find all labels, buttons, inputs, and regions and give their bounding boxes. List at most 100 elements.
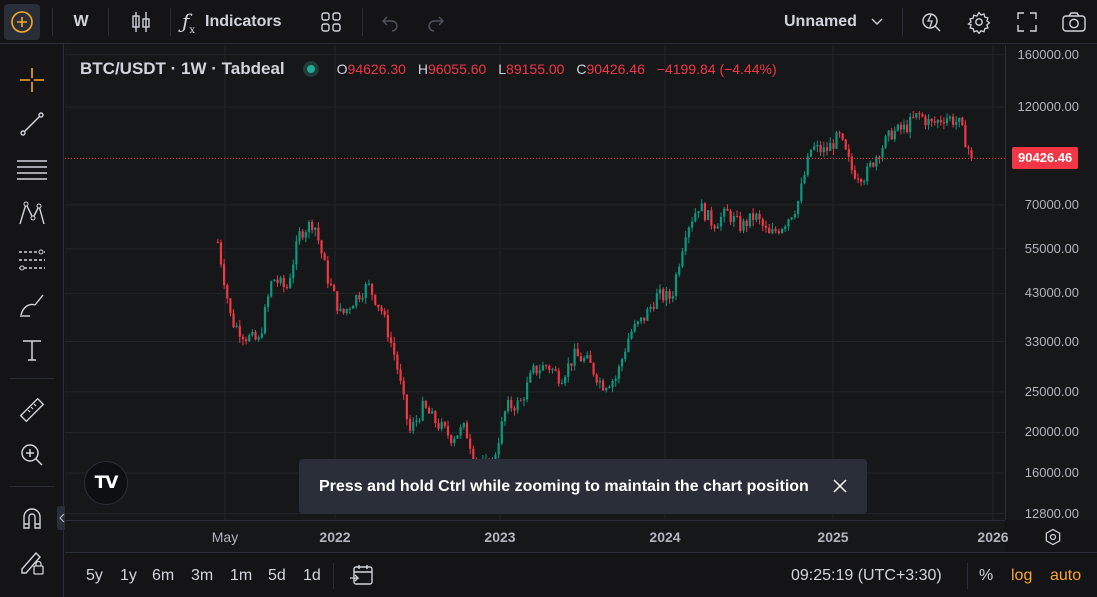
range-button-5y[interactable]: 5y (86, 567, 103, 584)
candle-body (803, 175, 806, 184)
candle-body (633, 324, 636, 332)
measure-tool[interactable] (12, 392, 52, 428)
quick-search-icon (922, 13, 941, 32)
candle-body (819, 145, 822, 153)
candlestick-chart[interactable] (65, 45, 1005, 520)
open-value: 94626.30 (347, 61, 406, 77)
range-button-1y[interactable]: 1y (120, 567, 137, 584)
candle-body (952, 116, 955, 125)
candle-body (532, 365, 535, 373)
candle-body (292, 264, 295, 279)
range-button-3m[interactable]: 3m (191, 567, 214, 584)
layouts-button[interactable] (314, 4, 348, 40)
candle-body (893, 130, 896, 140)
candle-body (835, 132, 838, 149)
chart-legend: BTC/USDT · 1W · Tabdeal O94626.30 H96055… (80, 59, 785, 79)
toolbar-divider (902, 8, 903, 36)
candle-body (739, 216, 742, 231)
price-tick-label: 55000.00 (1024, 240, 1079, 256)
candle-body (573, 348, 576, 366)
quick-search-button[interactable] (914, 4, 948, 40)
candle-body (235, 325, 238, 328)
trend-line-tool[interactable] (12, 106, 52, 142)
range-button-1d[interactable]: 1d (303, 567, 321, 584)
price-tick-label: 25000.00 (1024, 383, 1079, 399)
candle-body (774, 229, 777, 232)
indicators-button[interactable]: ƒx Indicators (182, 4, 302, 40)
close-label: C (576, 61, 587, 77)
candle-body (784, 226, 787, 229)
forecast-tool[interactable] (12, 242, 52, 278)
tradingview-logo[interactable]: TV (84, 461, 128, 505)
layout-name-button[interactable]: Unnamed (784, 4, 894, 40)
snapshot-button[interactable] (1056, 4, 1092, 40)
range-button-5d[interactable]: 5d (268, 567, 286, 584)
text-icon (23, 340, 41, 361)
fullscreen-button[interactable] (1010, 4, 1044, 40)
camera-icon (1062, 12, 1086, 32)
symbol-title[interactable]: BTC/USDT · 1W · Tabdeal (80, 59, 285, 78)
candle-body (529, 372, 532, 383)
price-tick-label: 12800.00 (1024, 505, 1079, 521)
chart-type-button[interactable] (124, 4, 158, 40)
magnet-tool[interactable] (12, 500, 52, 536)
auto-scale-toggle[interactable]: auto (1050, 567, 1082, 584)
candle-body (859, 179, 863, 183)
candle-body (605, 388, 608, 391)
close-toast-button[interactable] (825, 471, 855, 501)
time-tick-label: 2025 (817, 529, 849, 545)
candle-body (383, 311, 386, 315)
redo-button[interactable] (420, 4, 452, 40)
log-scale-toggle[interactable]: log (1011, 567, 1033, 584)
candle-body (260, 333, 263, 338)
candle-body (777, 231, 780, 234)
time-tick-label: 2022 (319, 529, 351, 545)
candle-body (729, 210, 732, 222)
fib-tool[interactable] (12, 151, 52, 187)
price-axis[interactable]: 160000.00 120000.00 70000.00 55000.00 43000.… (1005, 45, 1097, 521)
range-button-6m[interactable]: 6m (152, 567, 175, 584)
hexagon-gear-icon (1045, 528, 1061, 546)
grid-layout-icon (321, 12, 341, 32)
crosshair-tool[interactable] (12, 62, 52, 98)
settings-button[interactable] (962, 4, 996, 40)
candle-body (768, 227, 771, 234)
candle-body (248, 335, 251, 342)
candle-body (472, 448, 475, 460)
collapse-toolbar-handle[interactable] (57, 506, 67, 530)
candle-body (554, 369, 557, 371)
candle-body (853, 169, 857, 179)
pattern-tool[interactable] (12, 196, 52, 232)
candle-body (674, 274, 678, 296)
percent-scale-toggle[interactable]: % (979, 567, 994, 584)
candle-body (462, 422, 465, 428)
add-symbol-button[interactable] (4, 4, 40, 40)
interval-button[interactable]: W (73, 13, 89, 30)
candle-body (320, 240, 323, 254)
brush-tool[interactable] (12, 287, 52, 323)
candle-body (881, 147, 884, 158)
candle-body (624, 351, 627, 360)
undo-button[interactable] (374, 4, 406, 40)
candle-body (850, 156, 853, 170)
range-button-1m[interactable]: 1m (230, 567, 253, 584)
fullscreen-icon (1017, 12, 1037, 32)
time-axis[interactable]: May 2022 2023 2024 2025 2026 (65, 520, 1009, 552)
candle-body (453, 438, 456, 444)
candle-body (646, 308, 649, 321)
candle-body (311, 221, 314, 231)
clock-display[interactable]: 09:25:19 (UTC+3:30) (791, 567, 942, 584)
zoom-tool[interactable] (12, 437, 52, 473)
lock-drawings-tool[interactable] (12, 544, 52, 580)
candle-body (579, 356, 583, 362)
candle-body (314, 227, 317, 231)
date-range-button[interactable] (349, 563, 377, 589)
price-tick-label: 16000.00 (1024, 465, 1079, 480)
candle-body (273, 279, 276, 282)
candle-body (351, 305, 355, 309)
last-price-label: 90426.46 (1012, 147, 1079, 170)
chart-pane[interactable]: BTC/USDT · 1W · Tabdeal O94626.30 H96055… (65, 45, 1005, 520)
text-tool[interactable] (12, 332, 52, 368)
candle-body (639, 317, 643, 322)
axis-settings-button[interactable] (1040, 526, 1066, 548)
